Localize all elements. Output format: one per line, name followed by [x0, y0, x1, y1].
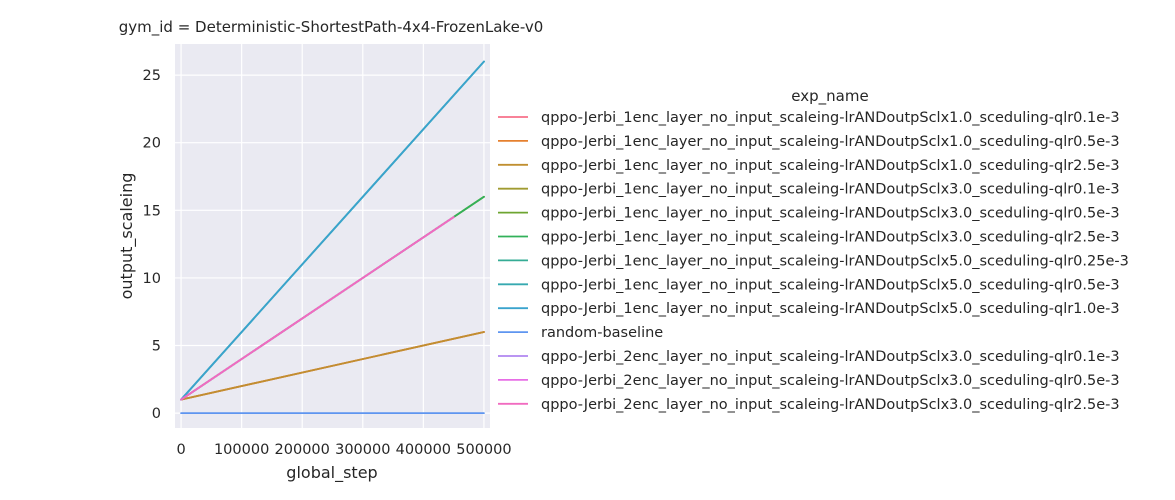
y-tick-label: 25 [143, 68, 161, 84]
legend-label: qppo-Jerbi_1enc_layer_no_input_scaleing-… [541, 277, 1120, 293]
plot-area [175, 44, 490, 428]
legend-label: qppo-Jerbi_1enc_layer_no_input_scaleing-… [541, 182, 1120, 198]
y-tick-label: 20 [143, 136, 161, 152]
series-line-13 [180, 216, 455, 401]
y-tick-label: 15 [143, 203, 161, 219]
legend-label: random-baseline [541, 325, 663, 341]
legend-label: qppo-Jerbi_1enc_layer_no_input_scaleing-… [541, 134, 1120, 150]
legend-label: qppo-Jerbi_1enc_layer_no_input_scaleing-… [541, 206, 1120, 222]
chart-title: gym_id = Deterministic-ShortestPath-4x4-… [119, 18, 544, 37]
x-tick-label: 100000 [214, 442, 269, 458]
x-tick-label: 400000 [396, 442, 451, 458]
series-lines [180, 60, 485, 415]
x-tick-label: 300000 [335, 442, 390, 458]
x-axis-label: global_step [286, 463, 377, 483]
x-tick-label: 0 [176, 442, 185, 458]
legend-label: qppo-Jerbi_1enc_layer_no_input_scaleing-… [541, 110, 1120, 126]
legend-label: qppo-Jerbi_1enc_layer_no_input_scaleing-… [541, 253, 1129, 269]
y-tick-label: 10 [143, 271, 161, 287]
y-tick-label: 0 [152, 406, 161, 422]
x-tick-label: 200000 [275, 442, 330, 458]
y-tick-label: 5 [152, 339, 161, 355]
legend-label: qppo-Jerbi_1enc_layer_no_input_scaleing-… [541, 301, 1120, 317]
legend: exp_name qppo-Jerbi_1enc_layer_no_input_… [498, 87, 1129, 413]
legend-title: exp_name [791, 87, 868, 106]
legend-entries: qppo-Jerbi_1enc_layer_no_input_scaleing-… [498, 110, 1129, 413]
y-axis-ticks: 0 5 10 15 20 25 [143, 68, 161, 422]
x-axis-ticks: 0 100000 200000 300000 400000 500000 [176, 442, 511, 458]
legend-label: qppo-Jerbi_2enc_layer_no_input_scaleing-… [541, 373, 1120, 389]
x-tick-label: 500000 [456, 442, 511, 458]
grid-lines [175, 44, 490, 428]
series-line-9 [180, 60, 485, 401]
legend-label: qppo-Jerbi_2enc_layer_no_input_scaleing-… [541, 397, 1120, 413]
legend-label: qppo-Jerbi_1enc_layer_no_input_scaleing-… [541, 158, 1120, 174]
legend-label: qppo-Jerbi_2enc_layer_no_input_scaleing-… [541, 349, 1120, 365]
y-axis-label: output_scaleing [117, 173, 137, 300]
legend-label: qppo-Jerbi_1enc_layer_no_input_scaleing-… [541, 230, 1120, 246]
series-line-3 [180, 331, 485, 401]
